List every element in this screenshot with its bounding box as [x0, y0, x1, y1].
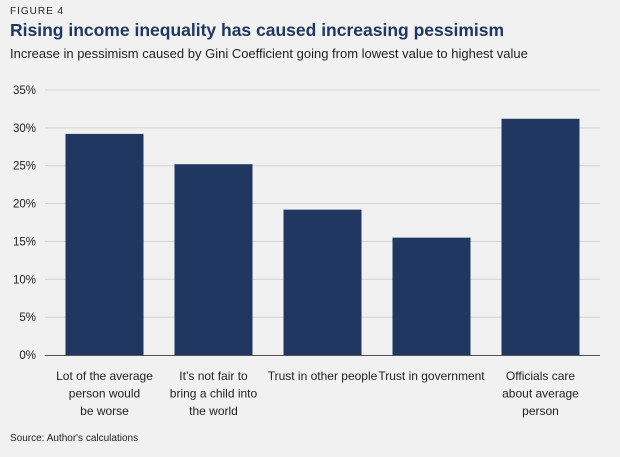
y-tick-label: 20%	[13, 199, 36, 211]
y-tick-label: 35%	[13, 85, 36, 97]
y-tick-label: 10%	[13, 274, 36, 286]
chart-subtitle: Increase in pessimism caused by Gini Coe…	[10, 46, 528, 61]
x-tick-label: Trust in government	[378, 369, 485, 383]
bar	[392, 237, 471, 355]
source-note: Source: Author's calculations	[10, 433, 139, 444]
x-tick-label: be worse	[80, 404, 129, 418]
x-tick-label: Officials care	[506, 369, 575, 383]
bar	[65, 133, 144, 355]
x-tick-label: bring a child into	[170, 387, 258, 401]
x-tick-label: person would	[69, 387, 140, 401]
bar	[501, 118, 580, 356]
bar	[283, 209, 362, 355]
y-tick-label: 25%	[13, 161, 36, 173]
y-tick-label: 30%	[13, 123, 36, 135]
x-tick-label: the world	[189, 404, 238, 418]
x-tick-label: person	[522, 404, 559, 418]
x-tick-label: Trust in other people	[268, 369, 378, 383]
x-tick-label: It’s not fair to	[179, 369, 248, 383]
chart-title: Rising income inequality has caused incr…	[10, 20, 505, 40]
y-tick-label: 0%	[19, 350, 36, 362]
y-tick-label: 5%	[19, 312, 36, 324]
bar	[174, 164, 253, 355]
bar-chart: 0% 5% 10% 15% 20% 25% 30% 35% Lot of the average…	[13, 85, 600, 418]
y-tick-label: 15%	[13, 236, 36, 248]
figure-label: FIGURE 4	[10, 6, 65, 17]
x-tick-label: about average	[502, 387, 579, 401]
x-tick-label: Lot of the average	[56, 369, 153, 383]
